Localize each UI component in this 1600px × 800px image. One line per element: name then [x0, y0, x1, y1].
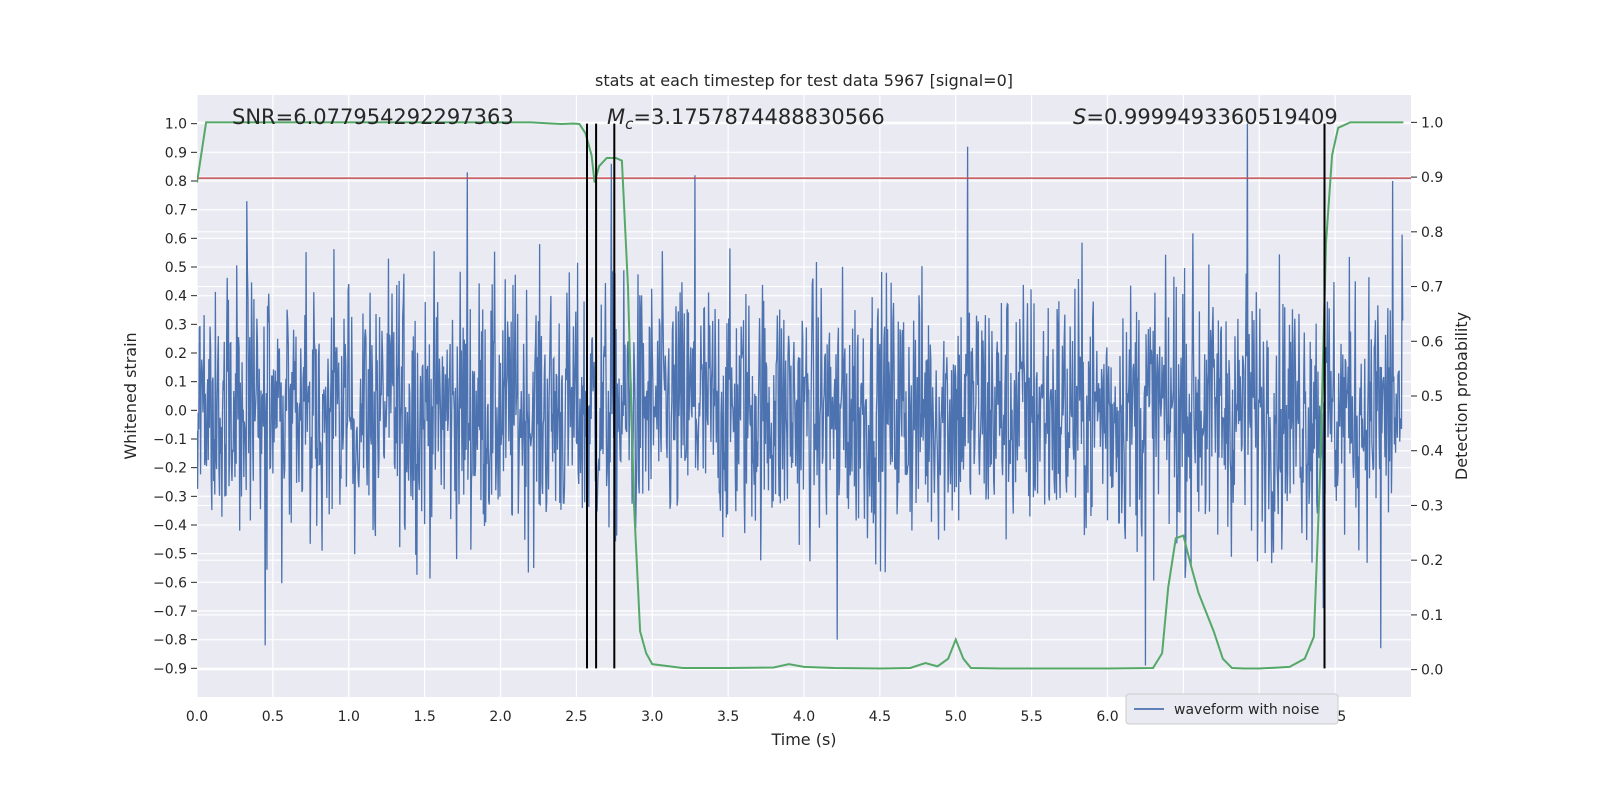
x-tick-label: 4.5 [869, 709, 891, 725]
y-tick-label: −0.1 [153, 432, 187, 448]
chirp-mass-value: =3.1757874488830566 [633, 105, 884, 129]
legend-box [1125, 693, 1339, 725]
y-tick-label: 0.9 [165, 145, 187, 161]
y-tick-label: 0.5 [165, 260, 187, 276]
y-tick-label: 0.4 [165, 289, 187, 305]
waveform-series-line [197, 123, 1404, 666]
y2-tick-label: 0.4 [1421, 444, 1443, 460]
snr-annotation: SNR=6.077954292297363 [232, 105, 514, 129]
y-tick-label: −0.5 [153, 547, 187, 563]
detection-probability-line [197, 121, 1404, 670]
y2-tick-label: 0.1 [1421, 608, 1443, 624]
chirp-mass-annotation: Mc=3.1757874488830566 [607, 105, 885, 133]
x-tick-label: 2.5 [565, 709, 587, 725]
y-tick-label: 0.6 [165, 231, 187, 247]
y-tick-label: −0.3 [153, 489, 187, 505]
y2-tick-label: 0.3 [1421, 498, 1443, 514]
x-tick-label: 4.0 [793, 709, 815, 725]
y2-tick-label: 0.0 [1421, 663, 1443, 679]
y-tick-label: 0.0 [165, 403, 187, 419]
y-tick-label: 0.1 [165, 375, 187, 391]
y2-tick-label: 0.7 [1421, 280, 1443, 296]
y2-tick-label: 0.2 [1421, 553, 1443, 569]
score-annotation: S=0.9999493360519409 [1073, 105, 1338, 129]
x-axis-label: Time (s) [770, 730, 836, 749]
y-tick-label: −0.9 [153, 661, 187, 677]
legend: waveform with noise [1125, 693, 1339, 725]
y-tick-label: −0.7 [153, 604, 187, 620]
x-tick-label: 0.0 [186, 709, 208, 725]
marker-layer [585, 123, 1326, 669]
y-axis-label: Whitened strain [121, 332, 140, 459]
legend-entry-waveform: waveform with noise [1174, 702, 1319, 718]
x-tick-label: 3.5 [717, 709, 739, 725]
clipped-data [197, 121, 1411, 670]
y2-axis-label: Detection probability [1452, 312, 1471, 480]
y2-tick-label: 0.6 [1421, 334, 1443, 350]
x-tick-label: 6.0 [1096, 709, 1118, 725]
y2-tick-label: 1.0 [1421, 115, 1443, 131]
y-tick-label: 0.8 [165, 174, 187, 190]
y-tick-label: 0.3 [165, 317, 187, 333]
chirp-mass-symbol: M [607, 105, 625, 129]
x-tick-label: 0.5 [262, 709, 284, 725]
chirp-mass-subscript: c [625, 115, 634, 133]
x-tick-label: 1.0 [338, 709, 360, 725]
y2-tick-label: 0.9 [1421, 170, 1443, 186]
y-tick-label: 1.0 [165, 117, 187, 133]
y-tick-label: 0.2 [165, 346, 187, 362]
score-symbol: S [1073, 105, 1086, 129]
x-tick-label: 5.5 [1020, 709, 1042, 725]
y-tick-label: −0.8 [153, 633, 187, 649]
x-tick-label: 3.0 [641, 709, 663, 725]
x-tick-label: 5.0 [945, 709, 967, 725]
score-value: =0.9999493360519409 [1086, 105, 1337, 129]
y-tick-label: −0.2 [153, 461, 187, 477]
y-tick-label: −0.6 [153, 575, 187, 591]
y-tick-label: 0.7 [165, 203, 187, 219]
x-tick-label: 2.0 [489, 709, 511, 725]
y2-tick-label: 0.5 [1421, 389, 1443, 405]
y-tick-label: −0.4 [153, 518, 187, 534]
y2-tick-label: 0.8 [1421, 225, 1443, 241]
data-layer [197, 121, 1411, 670]
x-tick-label: 1.5 [413, 709, 435, 725]
chart-title: stats at each timestep for test data 596… [595, 71, 1013, 90]
